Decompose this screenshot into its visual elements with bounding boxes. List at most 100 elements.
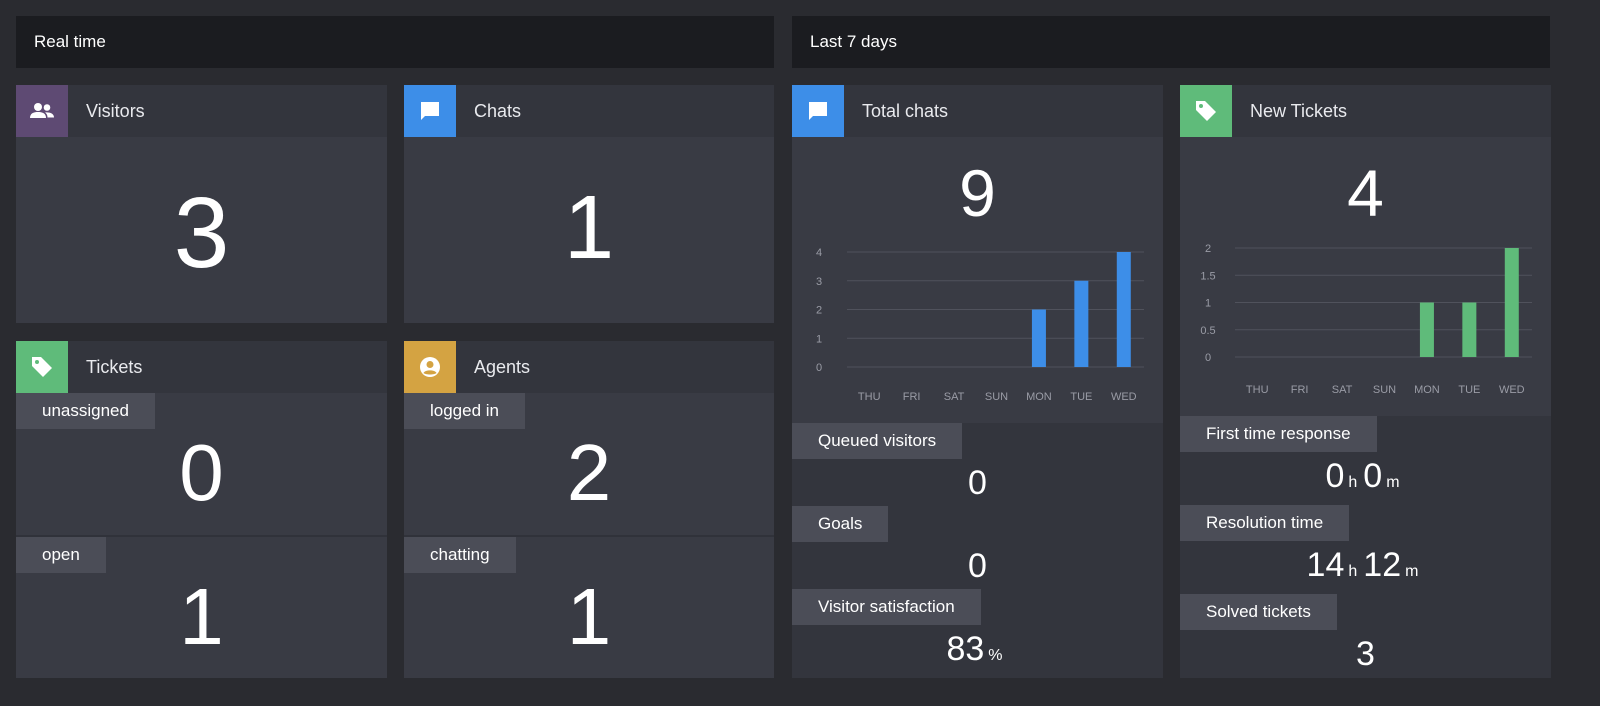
goals-section: Goals 0	[792, 506, 1163, 589]
y-tick-label: 2	[1205, 243, 1211, 255]
y-tick-label: 1	[1205, 298, 1211, 310]
solved-tickets-tag: Solved tickets	[1180, 594, 1337, 630]
visitors-card-header: Visitors	[16, 85, 387, 137]
visitors-card[interactable]: Visitors 3	[16, 85, 387, 323]
x-tick-label: FRI	[1291, 384, 1309, 396]
unassigned-tag: unassigned	[16, 393, 155, 429]
open-count: 1	[179, 572, 224, 661]
solved-tickets-count: 3	[1356, 635, 1375, 673]
last7-header-label: Last 7 days	[810, 32, 897, 51]
total-chats-chart: 0 1 2 3 4 THU FRI SAT SUN MON TUE WED	[816, 247, 1144, 403]
agents-logged-in-section: logged in 2	[404, 393, 774, 536]
tickets-card[interactable]: Tickets unassigned 0 open 1	[16, 341, 387, 678]
tickets-unassigned-section: unassigned 0	[16, 393, 387, 536]
x-tick-label: MON	[1414, 384, 1440, 396]
x-tick-label: THU	[858, 391, 881, 403]
x-tick-label: SUN	[1373, 384, 1396, 396]
chats-count: 1	[563, 178, 615, 278]
first-response-m-unit: m	[1386, 474, 1400, 491]
x-tick-label: TUE	[1070, 391, 1092, 403]
bar-mon	[1031, 309, 1046, 367]
y-tick-label: 1.5	[1200, 270, 1215, 282]
solved-tickets-section: Solved tickets 3	[1180, 594, 1551, 678]
tickets-divider	[16, 535, 387, 537]
agents-card[interactable]: Agents logged in 2 chatting 1	[404, 341, 774, 678]
x-tick-label: SUN	[985, 391, 1008, 403]
x-tick-label: SAT	[944, 391, 965, 403]
logged-in-tag: logged in	[404, 393, 526, 429]
x-tick-label: THU	[1246, 384, 1269, 396]
resolution-time-tag: Resolution time	[1180, 505, 1350, 541]
resolution-hours: 14	[1306, 546, 1345, 584]
resolution-time-value: 14 h 12 m	[1180, 545, 1551, 592]
y-tick-label: 0	[1205, 352, 1211, 364]
realtime-header-label: Real time	[34, 32, 106, 51]
resolution-m-unit: m	[1405, 563, 1419, 580]
y-tick-label: 1	[816, 333, 822, 345]
new-tickets-card-header: New Tickets	[1180, 85, 1551, 137]
x-tick-label: SAT	[1332, 384, 1353, 396]
visitor-satisfaction-value: 83%	[792, 629, 1163, 676]
first-response-tag: First time response	[1180, 416, 1377, 452]
x-tick-label: MON	[1026, 391, 1052, 403]
chats-card[interactable]: Chats 1	[404, 85, 774, 323]
total-chats-count: 9	[959, 156, 996, 230]
people-icon	[16, 85, 68, 137]
y-tick-label: 3	[816, 276, 822, 288]
chatting-count: 1	[566, 572, 612, 661]
x-tick-label: FRI	[903, 391, 921, 403]
tag-icon	[16, 341, 68, 393]
unassigned-count: 0	[179, 428, 224, 517]
queued-visitors-count: 0	[968, 464, 987, 502]
x-tick-label: WED	[1111, 391, 1137, 403]
tickets-card-header: Tickets	[16, 341, 387, 393]
y-tick-label: 0	[816, 362, 822, 374]
y-tick-label: 0.5	[1200, 325, 1215, 337]
realtime-header: Real time	[16, 16, 774, 68]
resolution-h-unit: h	[1348, 563, 1358, 580]
queued-visitors-tag: Queued visitors	[792, 423, 963, 459]
x-tick-label: TUE	[1458, 384, 1480, 396]
goals-count: 0	[968, 547, 987, 585]
goals-tag: Goals	[792, 506, 889, 542]
visitors-count: 3	[173, 177, 230, 289]
agents-title: Agents	[474, 356, 531, 377]
total-chats-card[interactable]: Total chats 9 0 1 2 3 4 THU FRI SAT SUN MON TUE WED…	[792, 85, 1163, 678]
chat-bubble-icon	[792, 85, 844, 137]
user-circle-icon	[404, 341, 456, 393]
y-tick-label: 2	[816, 305, 822, 317]
open-tag: open	[16, 537, 106, 573]
total-chats-title: Total chats	[862, 100, 949, 121]
satisfaction-unit: %	[988, 647, 1003, 664]
chatting-tag: chatting	[404, 537, 516, 573]
visitor-satisfaction-tag: Visitor satisfaction	[792, 589, 981, 625]
bar-tue	[1074, 280, 1089, 367]
tickets-open-section: open 1	[16, 537, 387, 678]
last7-header: Last 7 days	[792, 16, 1550, 68]
visitors-title: Visitors	[86, 100, 145, 121]
y-tick-label: 4	[816, 247, 822, 259]
first-response-h-unit: h	[1348, 474, 1358, 491]
bar-mon	[1419, 302, 1434, 357]
visitor-satisfaction-section: Visitor satisfaction 83%	[792, 589, 1163, 678]
resolution-minutes: 12	[1363, 546, 1402, 584]
new-tickets-chart: 0 0.5 1 1.5 2 THU FRI SAT SUN MON TUE WED	[1200, 243, 1532, 396]
satisfaction-number: 83	[946, 630, 985, 668]
chat-bubble-icon	[404, 85, 456, 137]
bar-tue	[1462, 302, 1477, 357]
bar-wed	[1116, 252, 1131, 367]
chats-title: Chats	[474, 100, 522, 121]
agents-card-header: Agents	[404, 341, 774, 393]
new-tickets-card[interactable]: New Tickets 4 0 0.5 1 1.5 2 THU FRI SAT SUN MON TU…	[1180, 85, 1551, 678]
first-response-minutes: 0	[1363, 457, 1383, 495]
first-response-hours: 0	[1325, 457, 1345, 495]
new-tickets-count: 4	[1347, 156, 1384, 230]
agents-divider	[404, 535, 774, 537]
resolution-time-section: Resolution time 14 h 12 m	[1180, 505, 1551, 594]
x-tick-label: WED	[1499, 384, 1525, 396]
new-tickets-title: New Tickets	[1250, 100, 1348, 121]
tickets-title: Tickets	[86, 356, 143, 377]
tag-icon	[1180, 85, 1232, 137]
total-chats-card-header: Total chats	[792, 85, 1163, 137]
agents-chatting-section: chatting 1	[404, 537, 774, 678]
